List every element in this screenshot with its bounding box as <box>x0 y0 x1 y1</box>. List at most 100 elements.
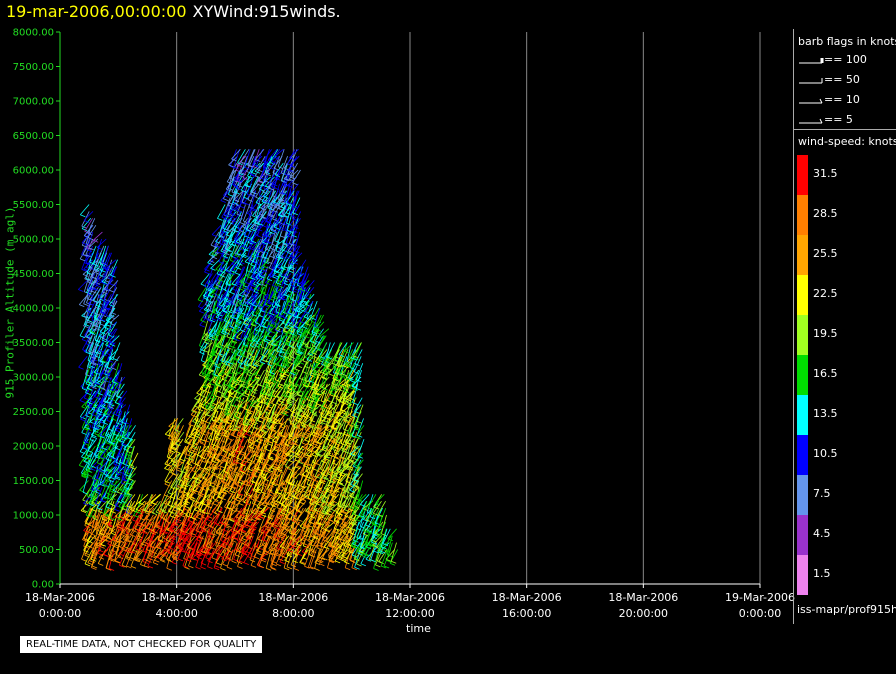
wind-barb <box>269 404 277 422</box>
wind-barb <box>255 500 266 511</box>
wind-barb <box>224 273 232 291</box>
wind-barb-flag <box>239 288 245 291</box>
wind-barb-flag <box>226 428 232 432</box>
wind-barb <box>112 342 121 359</box>
wind-barb-flag <box>188 423 194 427</box>
wind-barb <box>224 231 232 249</box>
wind-barb <box>209 383 218 399</box>
wind-barb-flag <box>228 243 235 247</box>
wind-barb-flag <box>86 249 93 253</box>
wind-barb-flag <box>89 439 96 442</box>
wind-barb-flag <box>151 502 157 506</box>
wind-barb <box>231 273 242 284</box>
wind-barb <box>270 231 278 249</box>
wind-barb <box>86 294 94 311</box>
wind-barb-flag <box>255 159 261 162</box>
wind-barb <box>164 425 175 435</box>
wind-barb <box>84 438 91 458</box>
wind-barb <box>202 356 212 366</box>
wind-barb <box>116 404 127 413</box>
wind-barb <box>87 224 97 238</box>
wind-barb <box>157 521 164 541</box>
wind-barb-flag <box>176 507 183 511</box>
wind-barb-flag <box>174 487 180 490</box>
wind-barb-flag <box>241 538 247 541</box>
wind-barb-flag <box>82 539 88 542</box>
wind-barb <box>232 445 241 463</box>
wind-barb-flag <box>274 448 281 451</box>
wind-barb <box>168 521 176 540</box>
wind-barb-flag <box>246 302 252 306</box>
wind-barb <box>211 459 220 473</box>
wind-barb <box>240 514 248 532</box>
wind-barb <box>108 445 119 456</box>
wind-barb <box>127 425 136 438</box>
wind-barb-flag <box>258 515 264 519</box>
wind-barb-flag <box>201 484 207 488</box>
wind-barb-flag <box>280 206 287 210</box>
wind-barb-flag <box>235 187 242 191</box>
wind-barb <box>103 494 110 514</box>
wind-barb-flag <box>93 288 99 291</box>
wind-barb <box>255 190 265 203</box>
wind-barb <box>186 528 196 542</box>
wind-barb <box>281 162 289 181</box>
wind-barb-flag <box>281 539 287 542</box>
wind-barb-flag <box>171 556 178 560</box>
wind-barb-flag <box>202 317 209 320</box>
wind-barb <box>217 314 224 334</box>
wind-barb-flag <box>79 335 86 339</box>
wind-barb-flag <box>254 170 261 174</box>
wind-barb-flag <box>204 484 210 487</box>
wind-barb-flag <box>268 457 274 461</box>
wind-barb <box>183 466 193 480</box>
wind-barb-flag <box>244 508 250 512</box>
wind-barb <box>105 549 112 569</box>
wind-barb-flag <box>164 463 170 467</box>
wind-barb-flag <box>107 360 114 363</box>
wind-barb <box>278 459 288 472</box>
wind-barb-flag <box>285 178 291 182</box>
wind-barb-flag <box>266 348 273 352</box>
wind-barb-flag <box>204 551 210 555</box>
wind-barb-flag <box>217 407 223 411</box>
wind-barb-flag <box>274 240 280 244</box>
wind-barb <box>275 211 285 224</box>
wind-barb-flag <box>226 346 232 350</box>
wind-barb-flag <box>284 559 290 563</box>
wind-barb <box>208 321 218 335</box>
wind-barb-flag <box>186 532 192 535</box>
wind-barb <box>278 190 288 203</box>
wind-barb-flag <box>280 444 286 447</box>
wind-barb <box>210 231 220 246</box>
wind-barb-flag <box>277 214 284 218</box>
wind-barb <box>223 425 233 436</box>
wind-barb-flag <box>213 423 219 427</box>
wind-barb-flag <box>267 261 273 264</box>
wind-barb-flag <box>272 465 278 469</box>
wind-barb <box>267 300 276 315</box>
wind-barb-flag <box>259 516 265 520</box>
wind-barb-flag <box>98 335 105 339</box>
wind-barb-flag <box>183 532 189 536</box>
wind-barb <box>125 514 135 528</box>
wind-barb-flag <box>234 242 240 245</box>
wind-barb-flag <box>109 322 115 326</box>
wind-barb-flag <box>247 241 253 245</box>
wind-barb <box>271 390 281 404</box>
wind-barb <box>279 542 289 556</box>
wind-barb-flag <box>136 537 143 541</box>
wind-barb-flag <box>270 228 276 232</box>
wind-barb-flag <box>124 467 130 470</box>
wind-barb-flag <box>224 300 230 303</box>
wind-barb <box>90 535 100 548</box>
wind-barb-flag <box>209 294 215 298</box>
wind-barb <box>277 149 285 167</box>
wind-barb <box>286 494 294 512</box>
wind-barb-flag <box>253 221 259 225</box>
wind-barb-flag <box>160 559 166 563</box>
wind-barb <box>276 535 286 549</box>
wind-barb-flag <box>274 226 280 230</box>
wind-barb-flag <box>261 557 267 561</box>
wind-barb-flag <box>245 281 251 285</box>
